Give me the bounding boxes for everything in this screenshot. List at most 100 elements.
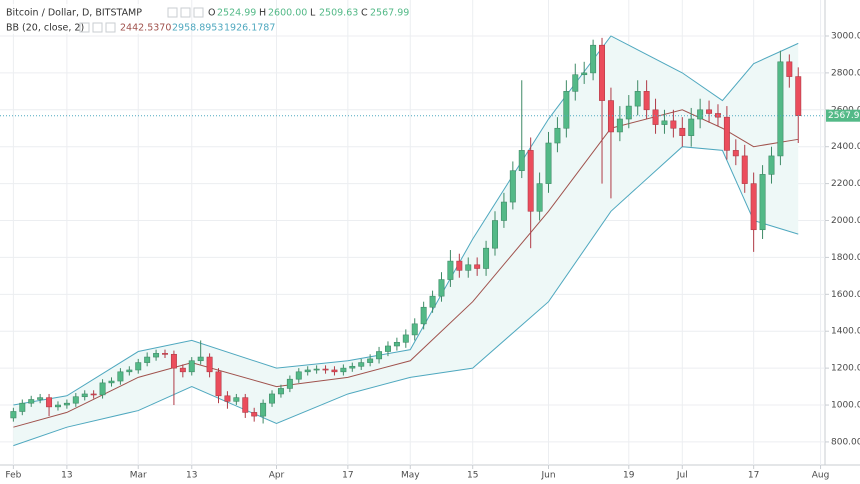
candle-body	[554, 127, 561, 144]
candle-body	[420, 306, 427, 325]
candle-body	[63, 402, 70, 406]
candle-body	[349, 365, 356, 369]
icon[interactable]	[79, 22, 90, 33]
symbol-title: Bitcoin / Dollar, D, BITSTAMP	[6, 8, 142, 19]
y-tick-label: 1600.00	[831, 290, 860, 300]
candle-body	[206, 356, 213, 373]
candle-body	[759, 174, 766, 231]
y-tick-label: 1800.00	[831, 253, 860, 263]
y-tick-label: 2200.00	[831, 179, 860, 189]
candle-body	[28, 399, 35, 404]
candle-body	[260, 402, 267, 417]
candle-body	[153, 353, 160, 358]
x-tick-label: May	[401, 471, 420, 481]
candle-body	[590, 44, 597, 74]
x-tick-label: 13	[186, 471, 197, 481]
candle-body	[340, 367, 347, 373]
indicator-value: 2442.5370	[120, 23, 171, 34]
candle-body	[572, 74, 579, 92]
ohlc-value: 2509.63	[319, 8, 358, 19]
candle-body	[242, 397, 249, 413]
candle-body	[670, 120, 677, 129]
x-tick-label: Mar	[130, 471, 147, 481]
candle-body	[215, 371, 222, 397]
y-tick-label: 2400.00	[831, 142, 860, 152]
band-middle	[13, 109, 799, 428]
candle-body	[277, 388, 284, 395]
x-tick-label: 15	[467, 471, 478, 481]
band-fill	[13, 35, 799, 446]
candle-body	[447, 260, 454, 280]
candle-body	[117, 371, 124, 382]
candle-body	[72, 396, 79, 404]
candle-body	[313, 368, 320, 371]
candle-body	[331, 369, 338, 373]
candle-body	[286, 378, 293, 389]
candle-body	[170, 353, 177, 369]
candle-body	[393, 341, 400, 347]
candle-body	[126, 369, 133, 373]
candle-body	[777, 61, 784, 157]
candle-body	[46, 397, 53, 408]
candle-body	[429, 295, 436, 308]
indicator-value: 1926.1787	[224, 23, 275, 34]
candle-body	[358, 362, 365, 367]
candle-body	[456, 260, 463, 271]
candle-body	[162, 353, 168, 355]
indicator-name: BB (20, close, 2)	[6, 23, 84, 34]
candle-body	[483, 247, 490, 269]
candle-body	[492, 220, 498, 249]
candle-body	[652, 109, 659, 125]
candle-body	[251, 412, 258, 417]
candle-body	[438, 279, 445, 297]
candle-body	[269, 393, 276, 404]
candle-body	[563, 91, 570, 129]
candle-body	[679, 127, 686, 136]
candle-body	[465, 264, 472, 271]
band-lower	[13, 146, 799, 447]
icon[interactable]	[167, 7, 178, 18]
x-tick-label: Jul	[676, 471, 688, 481]
icon[interactable]	[92, 22, 103, 33]
ohlc-letter: L	[310, 8, 316, 19]
ohlc-letter: O	[208, 8, 215, 19]
candle-body	[750, 183, 757, 231]
y-tick-label: 1200.00	[831, 364, 860, 374]
x-tick-label: 17	[748, 471, 759, 481]
icon[interactable]	[193, 7, 204, 18]
price-axis-panel	[825, 0, 860, 484]
candle-body	[474, 264, 481, 269]
candle-body	[518, 150, 525, 171]
candle-body	[706, 109, 713, 114]
candle-body	[179, 367, 186, 373]
candle-body	[295, 371, 302, 380]
candle-body	[599, 44, 606, 101]
icon[interactable]	[180, 7, 191, 18]
y-tick-label: 1000.00	[831, 401, 860, 411]
indicator-value: 2958.8953	[172, 23, 223, 34]
candle-body	[90, 393, 97, 396]
x-tick-label: Jun	[540, 471, 555, 481]
candle-body	[643, 91, 650, 111]
ohlc-letter: C	[361, 8, 368, 19]
candle-body	[304, 369, 311, 373]
last-price-label: 2567.99	[828, 111, 860, 121]
candle-body	[108, 380, 115, 384]
ohlc-value: 2567.99	[370, 8, 409, 19]
candle-body	[402, 334, 409, 343]
candle-body	[625, 105, 632, 120]
x-tick-label: Aug	[812, 471, 830, 481]
candle-body	[411, 323, 418, 336]
y-tick-label: 2800.00	[831, 68, 860, 78]
ohlc-letter: H	[259, 8, 266, 19]
candle-body	[224, 395, 231, 402]
candle-body	[634, 91, 641, 107]
candle-body	[54, 404, 61, 408]
candle-body	[500, 201, 507, 221]
x-tick-label: 19	[623, 471, 635, 481]
candle-body	[545, 142, 552, 184]
x-tick-label: Feb	[5, 471, 21, 481]
icon[interactable]	[105, 22, 116, 33]
candle-body	[37, 397, 44, 400]
